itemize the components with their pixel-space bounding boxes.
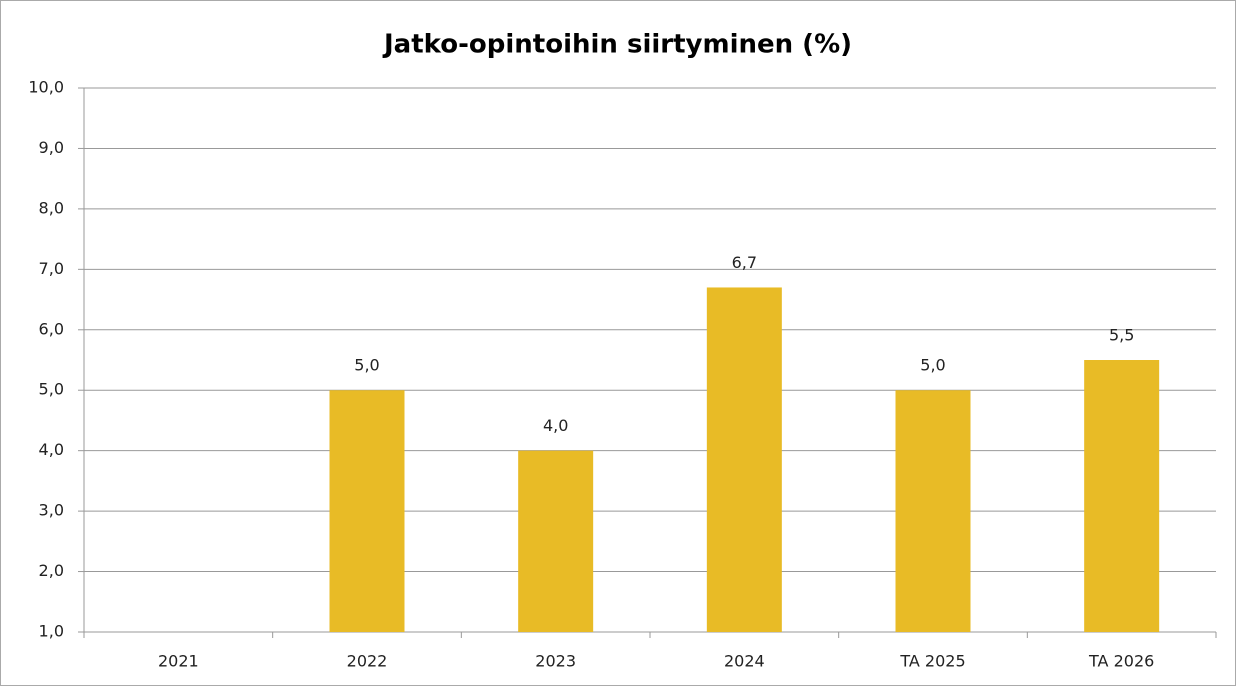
value-label: 5,0: [920, 356, 945, 375]
y-tick-label: 7,0: [39, 259, 64, 278]
x-tick-label: 2022: [347, 652, 388, 671]
value-label: 4,0: [543, 416, 568, 435]
x-tick-label: TA 2026: [1088, 652, 1154, 671]
x-tick-label: 2021: [158, 652, 199, 671]
value-label: 6,7: [732, 253, 757, 272]
value-label: 5,5: [1109, 326, 1134, 345]
y-tick-label: 9,0: [39, 138, 64, 157]
x-tick-label: TA 2025: [899, 652, 965, 671]
value-label: 5,0: [354, 356, 379, 375]
bar: [329, 390, 405, 632]
y-tick-label: 10,0: [28, 78, 64, 97]
y-tick-label: 3,0: [39, 501, 64, 520]
bar: [706, 287, 782, 632]
y-tick-label: 4,0: [39, 440, 64, 459]
bar: [1084, 360, 1160, 632]
y-tick-label: 2,0: [39, 561, 64, 580]
bar: [518, 450, 594, 632]
y-tick-label: 1,0: [39, 622, 64, 641]
bar: [895, 390, 971, 632]
x-tick-label: 2024: [724, 652, 765, 671]
x-tick-label: 2023: [535, 652, 576, 671]
chart-title: Jatko-opintoihin siirtyminen (%): [382, 30, 852, 60]
y-tick-label: 5,0: [39, 380, 64, 399]
y-tick-label: 8,0: [39, 198, 64, 217]
y-tick-label: 6,0: [39, 319, 64, 338]
